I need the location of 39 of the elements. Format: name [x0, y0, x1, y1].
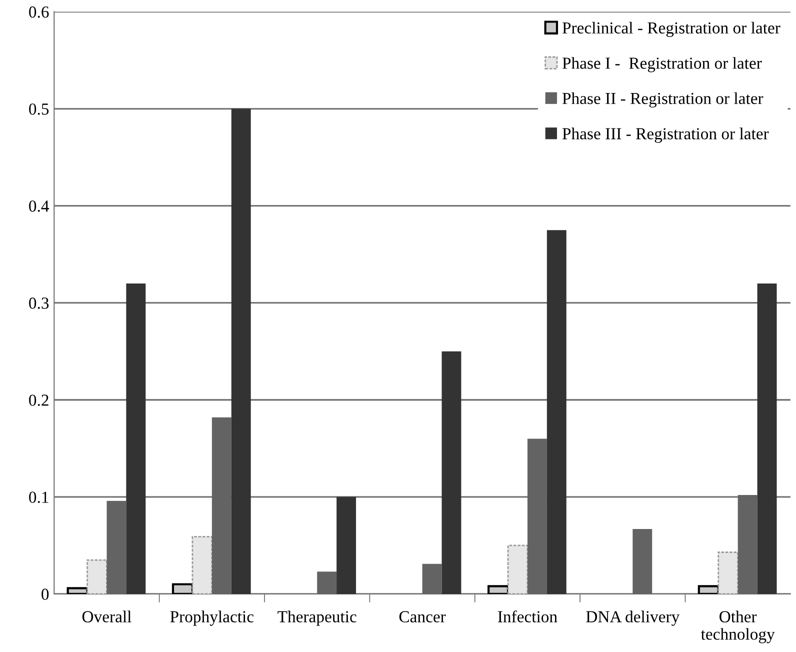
y-tick-label: 0.6	[29, 6, 49, 18]
y-tick-label: 0.5	[29, 103, 49, 115]
bar	[66, 587, 88, 594]
x-tick-label: Cancer	[399, 611, 446, 622]
bar	[231, 108, 251, 594]
bar	[172, 583, 194, 594]
bar	[632, 528, 652, 594]
bar	[336, 496, 356, 594]
bar	[507, 544, 528, 594]
legend-label: Phase III - Registration or later	[562, 128, 769, 143]
bar	[106, 500, 126, 594]
y-tick-label: 0.4	[29, 200, 50, 212]
x-tick-label: Infection	[498, 610, 558, 622]
x-tick-label: DNA delivery	[586, 610, 680, 626]
x-tick-label: Overall	[82, 610, 132, 622]
bar	[488, 585, 510, 594]
bar	[192, 536, 213, 594]
bar	[738, 494, 758, 594]
x-tick-label: Prophylactic	[170, 610, 254, 626]
y-tick-label: 0.1	[29, 492, 48, 503]
bar	[757, 283, 777, 594]
legend-label: Preclinical - Registration or later	[562, 22, 780, 37]
legend-label: Phase II - Registration or later	[562, 92, 764, 108]
y-tick-label: 0.3	[29, 298, 49, 309]
bar	[527, 438, 547, 594]
x-tick-label: Other technology	[700, 610, 775, 644]
bar	[86, 559, 108, 594]
y-tick-label: 0.2	[29, 394, 48, 406]
bar	[317, 572, 337, 594]
bar	[442, 351, 462, 594]
x-tick-label: Therapeutic	[278, 610, 356, 626]
y-tick-label: 0	[42, 588, 49, 600]
legend-label: Phase I - Registration or later	[562, 57, 762, 72]
bar	[546, 230, 566, 594]
bar	[126, 283, 146, 594]
bar	[422, 564, 442, 594]
bar	[212, 417, 232, 594]
bar	[718, 552, 739, 594]
bar	[698, 585, 720, 594]
